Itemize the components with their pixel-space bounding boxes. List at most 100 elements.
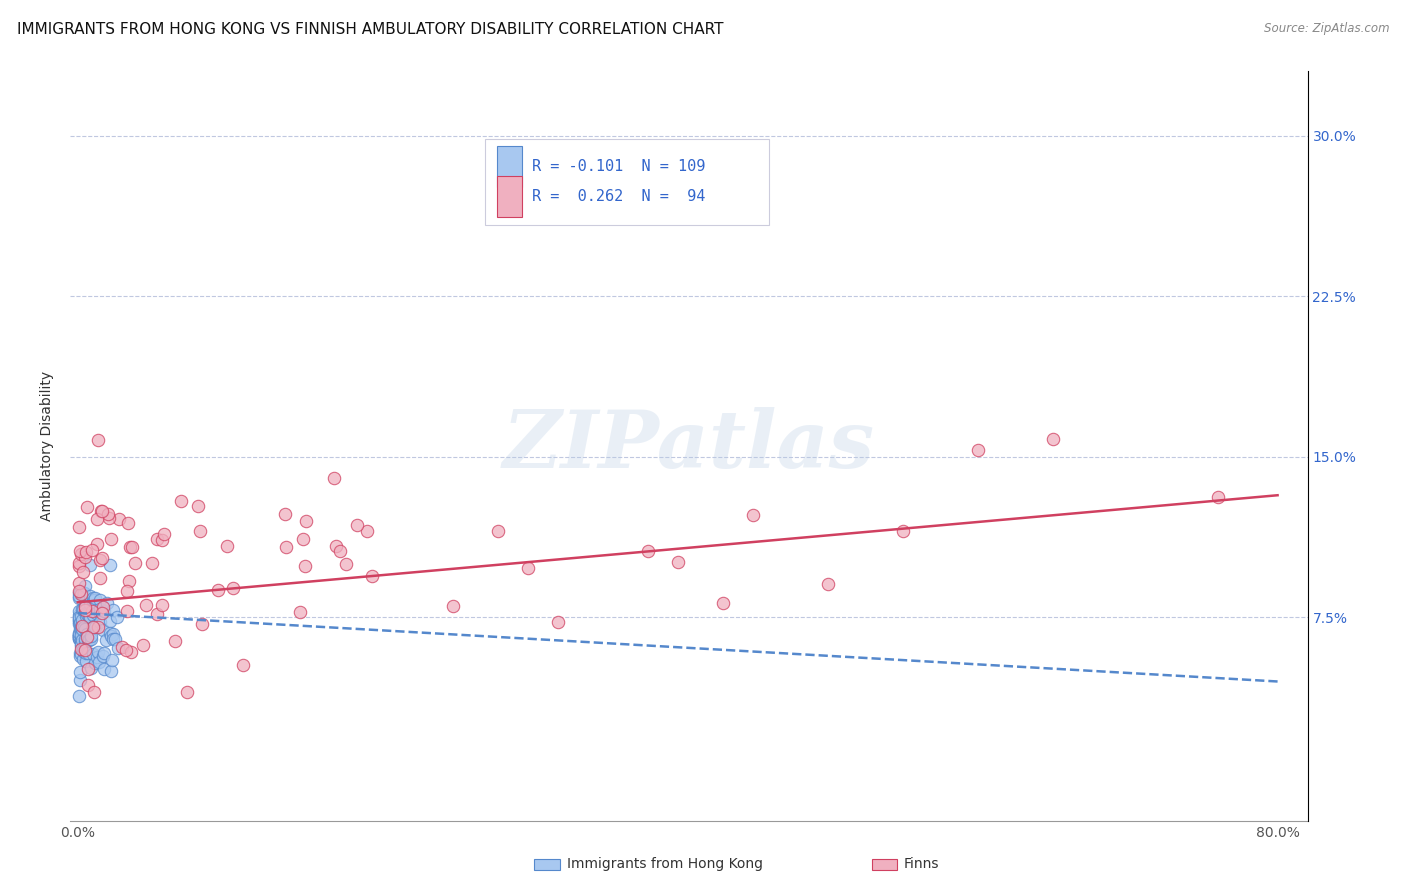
Point [111, 640, 134, 655]
Point [207, 583, 229, 598]
Point [104, 632, 127, 646]
Point [97, 507, 120, 521]
Point [67, 556, 90, 570]
Point [356, 524, 378, 538]
Point [547, 615, 569, 629]
Point [79, 558, 101, 573]
Point [76, 607, 98, 621]
Point [186, 499, 208, 513]
Point [89, 571, 111, 585]
Point [69, 647, 91, 661]
Point [69, 585, 91, 599]
Point [76, 500, 98, 514]
Point [86, 649, 108, 664]
Point [67, 616, 90, 631]
Point [108, 512, 131, 526]
Point [91, 623, 114, 637]
Point [70, 642, 93, 657]
Point [100, 629, 122, 643]
Point [75, 544, 97, 558]
Point [86, 644, 108, 658]
Point [146, 607, 169, 622]
Point [295, 514, 318, 528]
Point [69, 625, 91, 640]
Point [72, 602, 94, 616]
Point [121, 540, 143, 554]
Point [67, 558, 90, 573]
Point [73, 620, 96, 634]
Point [90, 504, 112, 518]
Point [93, 662, 115, 676]
Point [70, 613, 93, 627]
Point [274, 508, 297, 522]
Point [69, 622, 91, 636]
Point [72, 566, 94, 580]
Point [67, 632, 90, 646]
Point [83, 603, 105, 617]
Point [73, 599, 96, 614]
Point [73, 599, 96, 613]
Point [98, 614, 121, 628]
Point [69, 547, 91, 561]
Point [73, 645, 96, 659]
Point [84, 606, 107, 620]
Point [276, 540, 298, 554]
Point [90, 606, 112, 620]
Point [83, 618, 105, 632]
Point [69, 649, 91, 664]
Point [117, 516, 139, 530]
Point [67, 583, 90, 598]
Point [91, 600, 114, 615]
Point [222, 581, 245, 595]
Point [132, 638, 155, 652]
Point [117, 574, 139, 589]
Point [120, 645, 142, 659]
Point [69, 673, 91, 688]
Point [165, 634, 187, 648]
Point [329, 543, 352, 558]
Point [82, 620, 104, 634]
Point [711, 596, 734, 610]
Point [69, 632, 91, 647]
Point [67, 608, 90, 623]
Point [73, 622, 96, 636]
Point [98, 558, 121, 572]
Point [67, 576, 90, 591]
Point [73, 632, 96, 646]
Point [77, 646, 100, 660]
Point [82, 647, 104, 661]
Point [77, 632, 100, 647]
Point [146, 532, 169, 546]
Point [75, 609, 97, 624]
Point [516, 561, 538, 575]
Point [79, 610, 101, 624]
Point [188, 524, 211, 538]
Point [150, 533, 173, 548]
Point [93, 604, 115, 618]
Point [67, 629, 90, 643]
Point [72, 642, 94, 657]
FancyBboxPatch shape [485, 139, 769, 225]
Point [73, 578, 96, 592]
Point [176, 685, 198, 699]
Point [170, 494, 193, 508]
Point [67, 690, 90, 704]
Point [80, 604, 103, 618]
Point [360, 568, 382, 582]
Point [89, 601, 111, 615]
Point [79, 597, 101, 611]
Point [288, 606, 311, 620]
Point [70, 609, 93, 624]
Point [75, 646, 97, 660]
Point [101, 627, 124, 641]
Point [741, 508, 763, 523]
Point [89, 552, 111, 566]
Point [486, 524, 509, 538]
Point [67, 589, 90, 603]
FancyBboxPatch shape [498, 177, 522, 218]
Point [80, 629, 103, 643]
Point [217, 539, 239, 553]
Point [82, 591, 104, 605]
Point [67, 586, 90, 600]
Point [76, 630, 98, 644]
